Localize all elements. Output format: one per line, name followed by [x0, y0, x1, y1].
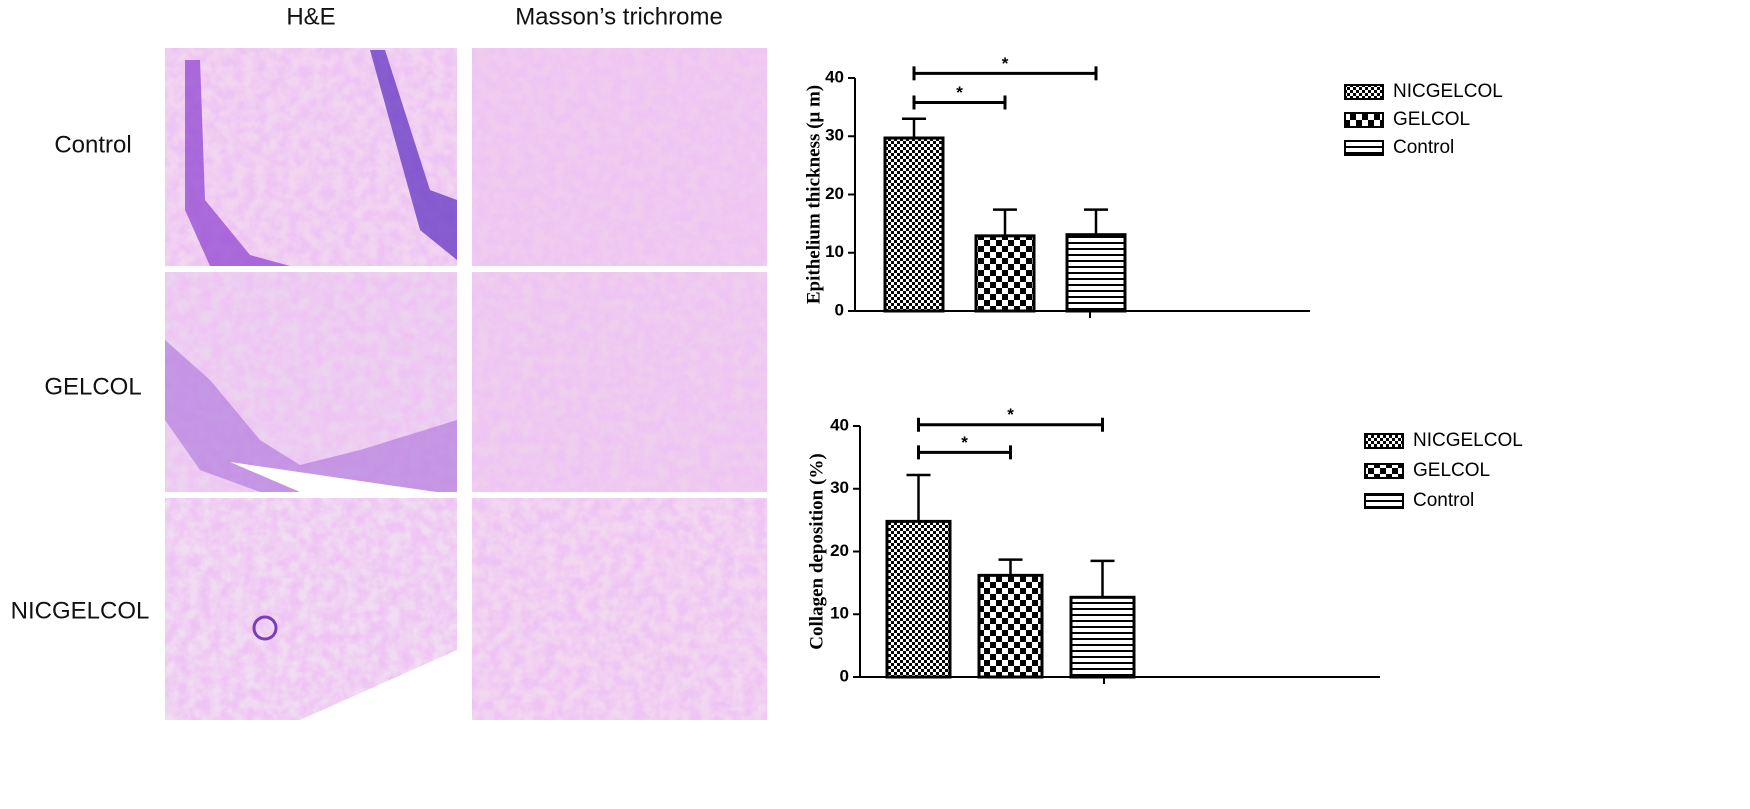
bar	[1069, 595, 1136, 679]
micrograph-texture	[472, 498, 767, 720]
y-tick-label: 40	[825, 67, 844, 86]
legend-label: GELCOL	[1393, 109, 1470, 130]
bar	[974, 234, 1036, 313]
tissue-gap	[230, 462, 457, 495]
legend-label: NICGELCOL	[1393, 81, 1503, 102]
legend-swatch	[1364, 433, 1404, 449]
bar	[1065, 233, 1127, 313]
y-tick-label: 30	[830, 478, 849, 497]
y-tick-label: 10	[830, 604, 849, 623]
tissue-edge	[185, 60, 290, 266]
tissue-edge	[165, 340, 457, 492]
row-label: NICGELCOL	[11, 597, 150, 624]
micrograph-texture	[472, 48, 767, 266]
legend-label: Control	[1393, 137, 1454, 158]
bar	[883, 136, 945, 313]
y-tick-label: 30	[825, 126, 844, 145]
y-tick-label: 0	[840, 666, 849, 685]
significance-label: *	[1007, 405, 1014, 424]
column-header: Masson’s trichrome	[515, 3, 723, 30]
legend-swatch	[1364, 463, 1404, 479]
bar	[977, 573, 1044, 679]
column-header: H&E	[286, 3, 335, 30]
legend-label: NICGELCOL	[1413, 430, 1523, 451]
y-tick-label: 10	[825, 242, 844, 261]
legend-swatch	[1344, 84, 1384, 100]
significance-label: *	[1002, 54, 1009, 73]
significance-label: *	[956, 83, 963, 102]
bar	[885, 519, 952, 679]
legend-swatch	[1344, 112, 1384, 128]
micrograph-texture	[472, 272, 767, 492]
legend-swatch	[1344, 140, 1384, 156]
y-tick-label: 0	[835, 300, 844, 319]
tissue-gap	[300, 650, 457, 720]
row-label: Control	[54, 131, 131, 158]
row-label: GELCOL	[44, 373, 141, 400]
tissue-edge	[370, 50, 457, 260]
follicle	[252, 615, 278, 641]
y-tick-label: 20	[830, 541, 849, 560]
legend-label: Control	[1413, 490, 1474, 511]
micrographs	[165, 48, 767, 720]
y-tick-label: 20	[825, 184, 844, 203]
significance-label: *	[961, 433, 968, 452]
y-axis-label: Collagen deposition (%)	[806, 453, 827, 649]
y-axis-label: Epithelium thickness (μ m)	[803, 85, 824, 304]
legend-swatch	[1364, 493, 1404, 509]
legend-label: GELCOL	[1413, 460, 1490, 481]
y-tick-label: 40	[830, 415, 849, 434]
